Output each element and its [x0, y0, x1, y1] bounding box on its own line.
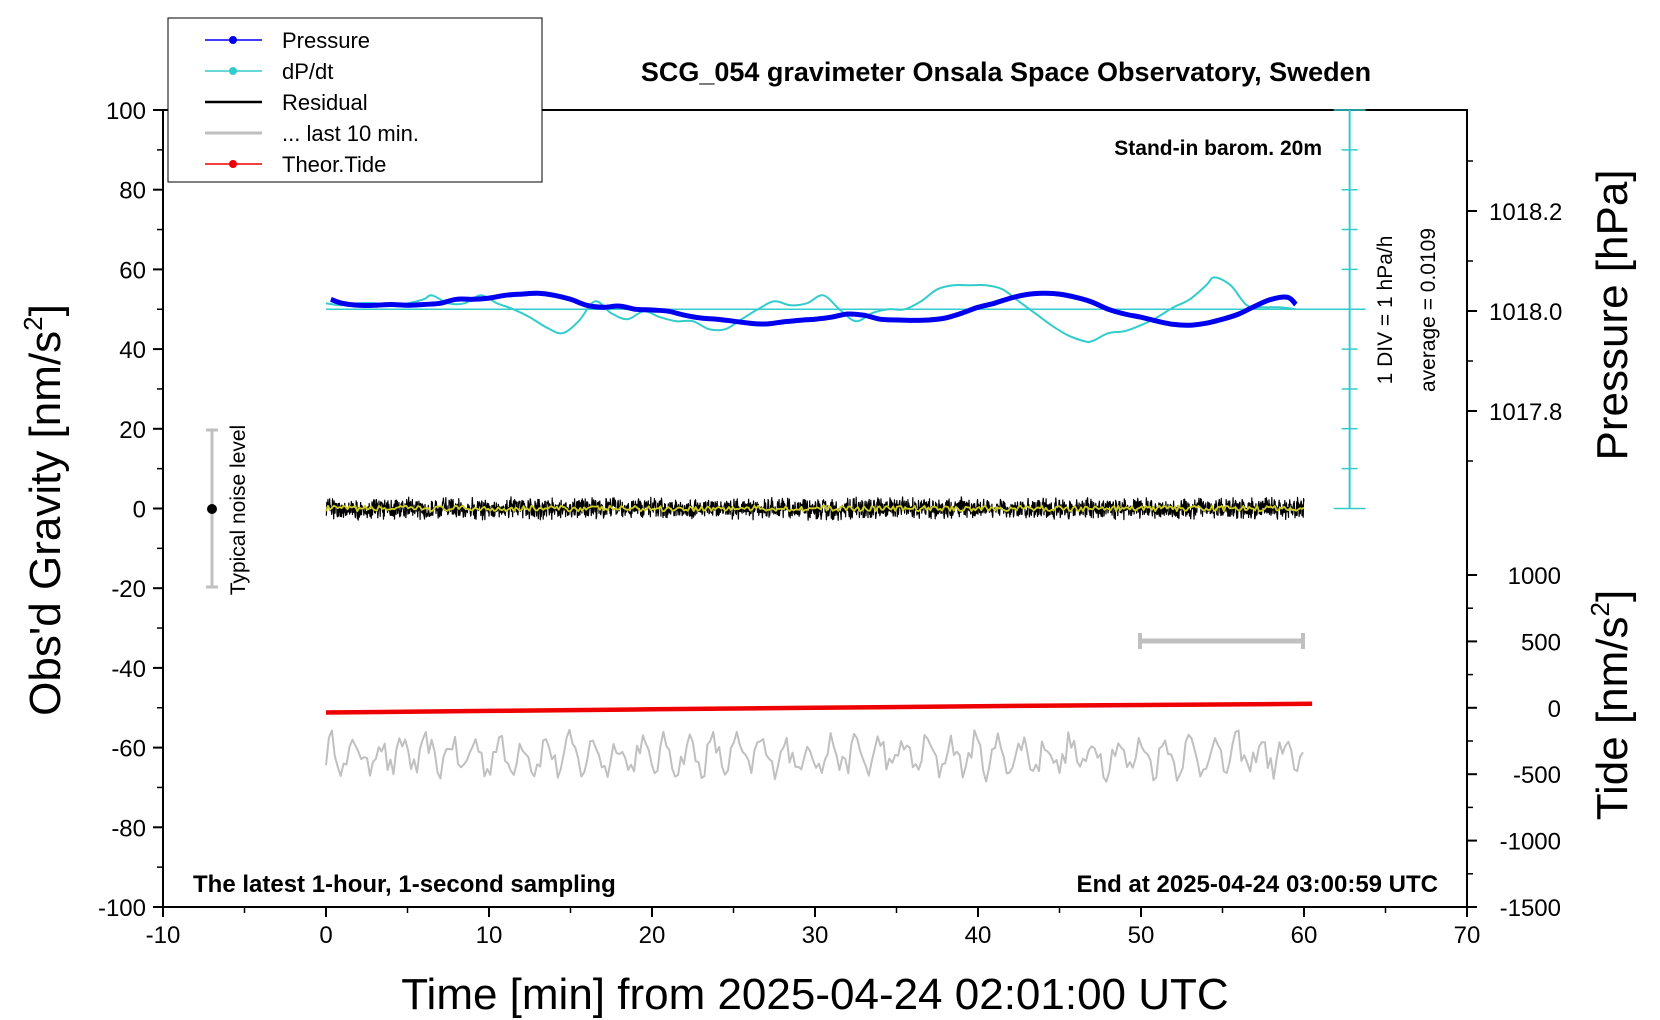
tide-tick-label: 1000 — [1508, 563, 1561, 590]
x-tick-label: 0 — [319, 922, 332, 949]
noise-level-bar — [206, 428, 218, 589]
x-tick-label: -10 — [146, 922, 181, 949]
legend-marker — [229, 36, 237, 44]
y-tick-label: -40 — [111, 656, 146, 683]
legend-label: ... last 10 min. — [282, 121, 419, 146]
tide-tick-label: -1000 — [1500, 829, 1561, 856]
x-tick-label: 30 — [802, 922, 829, 949]
div-note: 1 DIV = 1 hPa/h — [1374, 236, 1397, 385]
y-tick-label: -100 — [98, 895, 146, 922]
y-tick-label: -80 — [111, 815, 146, 842]
legend-marker — [229, 160, 237, 168]
y-tick-label: -60 — [111, 736, 146, 763]
barometer-note: Stand-in barom. 20m — [1114, 137, 1322, 160]
legend-label: Theor.Tide — [282, 152, 386, 177]
series-last-10-min — [325, 728, 1304, 783]
y-tick-label: 40 — [119, 337, 146, 364]
series-theoretical-tide — [325, 701, 1313, 715]
y-tick-label: -20 — [111, 576, 146, 603]
tide-tick-label: -1500 — [1500, 895, 1561, 922]
average-note: average = 0.0109 — [1417, 228, 1440, 392]
end-time-note: End at 2025-04-24 03:00:59 UTC — [1077, 871, 1439, 898]
legend-label: Pressure — [282, 28, 370, 53]
legend-marker — [229, 67, 237, 75]
tide-tick-label: 500 — [1521, 629, 1561, 656]
x-tick-label: 20 — [639, 922, 666, 949]
x-tick-label: 70 — [1454, 922, 1481, 949]
tide-tick-label: -500 — [1513, 762, 1561, 789]
tide-axis-label: Tide [nm/s2] — [1585, 590, 1637, 820]
legend-label: dP/dt — [282, 59, 333, 84]
series-residual-smoothed — [325, 504, 1305, 513]
pressure-tick-label: 1018.2 — [1489, 199, 1562, 226]
x-tick-label: 40 — [965, 922, 992, 949]
pressure-tick-label: 1018.0 — [1489, 299, 1562, 326]
y-tick-label: 20 — [119, 417, 146, 444]
y-tick-label: 0 — [133, 497, 146, 524]
x-tick-label: 50 — [1128, 922, 1155, 949]
x-tick-label: 10 — [476, 922, 503, 949]
series-pressure — [329, 290, 1298, 328]
noise-level-note: Typical noise level — [227, 425, 250, 595]
legend-label: Residual — [282, 90, 368, 115]
y-tick-label: 100 — [106, 98, 146, 125]
pressure-axis-label: Pressure [hPa] — [1588, 169, 1637, 460]
pressure-tick-label: 1017.8 — [1489, 399, 1562, 426]
chart-title: SCG_054 gravimeter Onsala Space Observat… — [641, 57, 1371, 87]
last-10-min-marker — [1138, 633, 1305, 649]
y-tick-label: 80 — [119, 178, 146, 205]
dpdt-scale-bar — [1333, 109, 1366, 510]
series-residual — [325, 496, 1305, 521]
x-tick-label: 60 — [1291, 922, 1318, 949]
y-axis-label-left: Obs'd Gravity [nm/s2] — [18, 304, 70, 716]
legend: Pressure dP/dt Residual ... last 10 min. The… — [167, 17, 543, 183]
y-tick-label: 60 — [119, 257, 146, 284]
latest-hour-note: The latest 1-hour, 1-second sampling — [193, 871, 616, 898]
series-dpdt — [325, 276, 1297, 343]
x-axis-label: Time [min] from 2025-04-24 02:01:00 UTC — [401, 970, 1228, 1019]
tide-tick-label: 0 — [1548, 696, 1561, 723]
